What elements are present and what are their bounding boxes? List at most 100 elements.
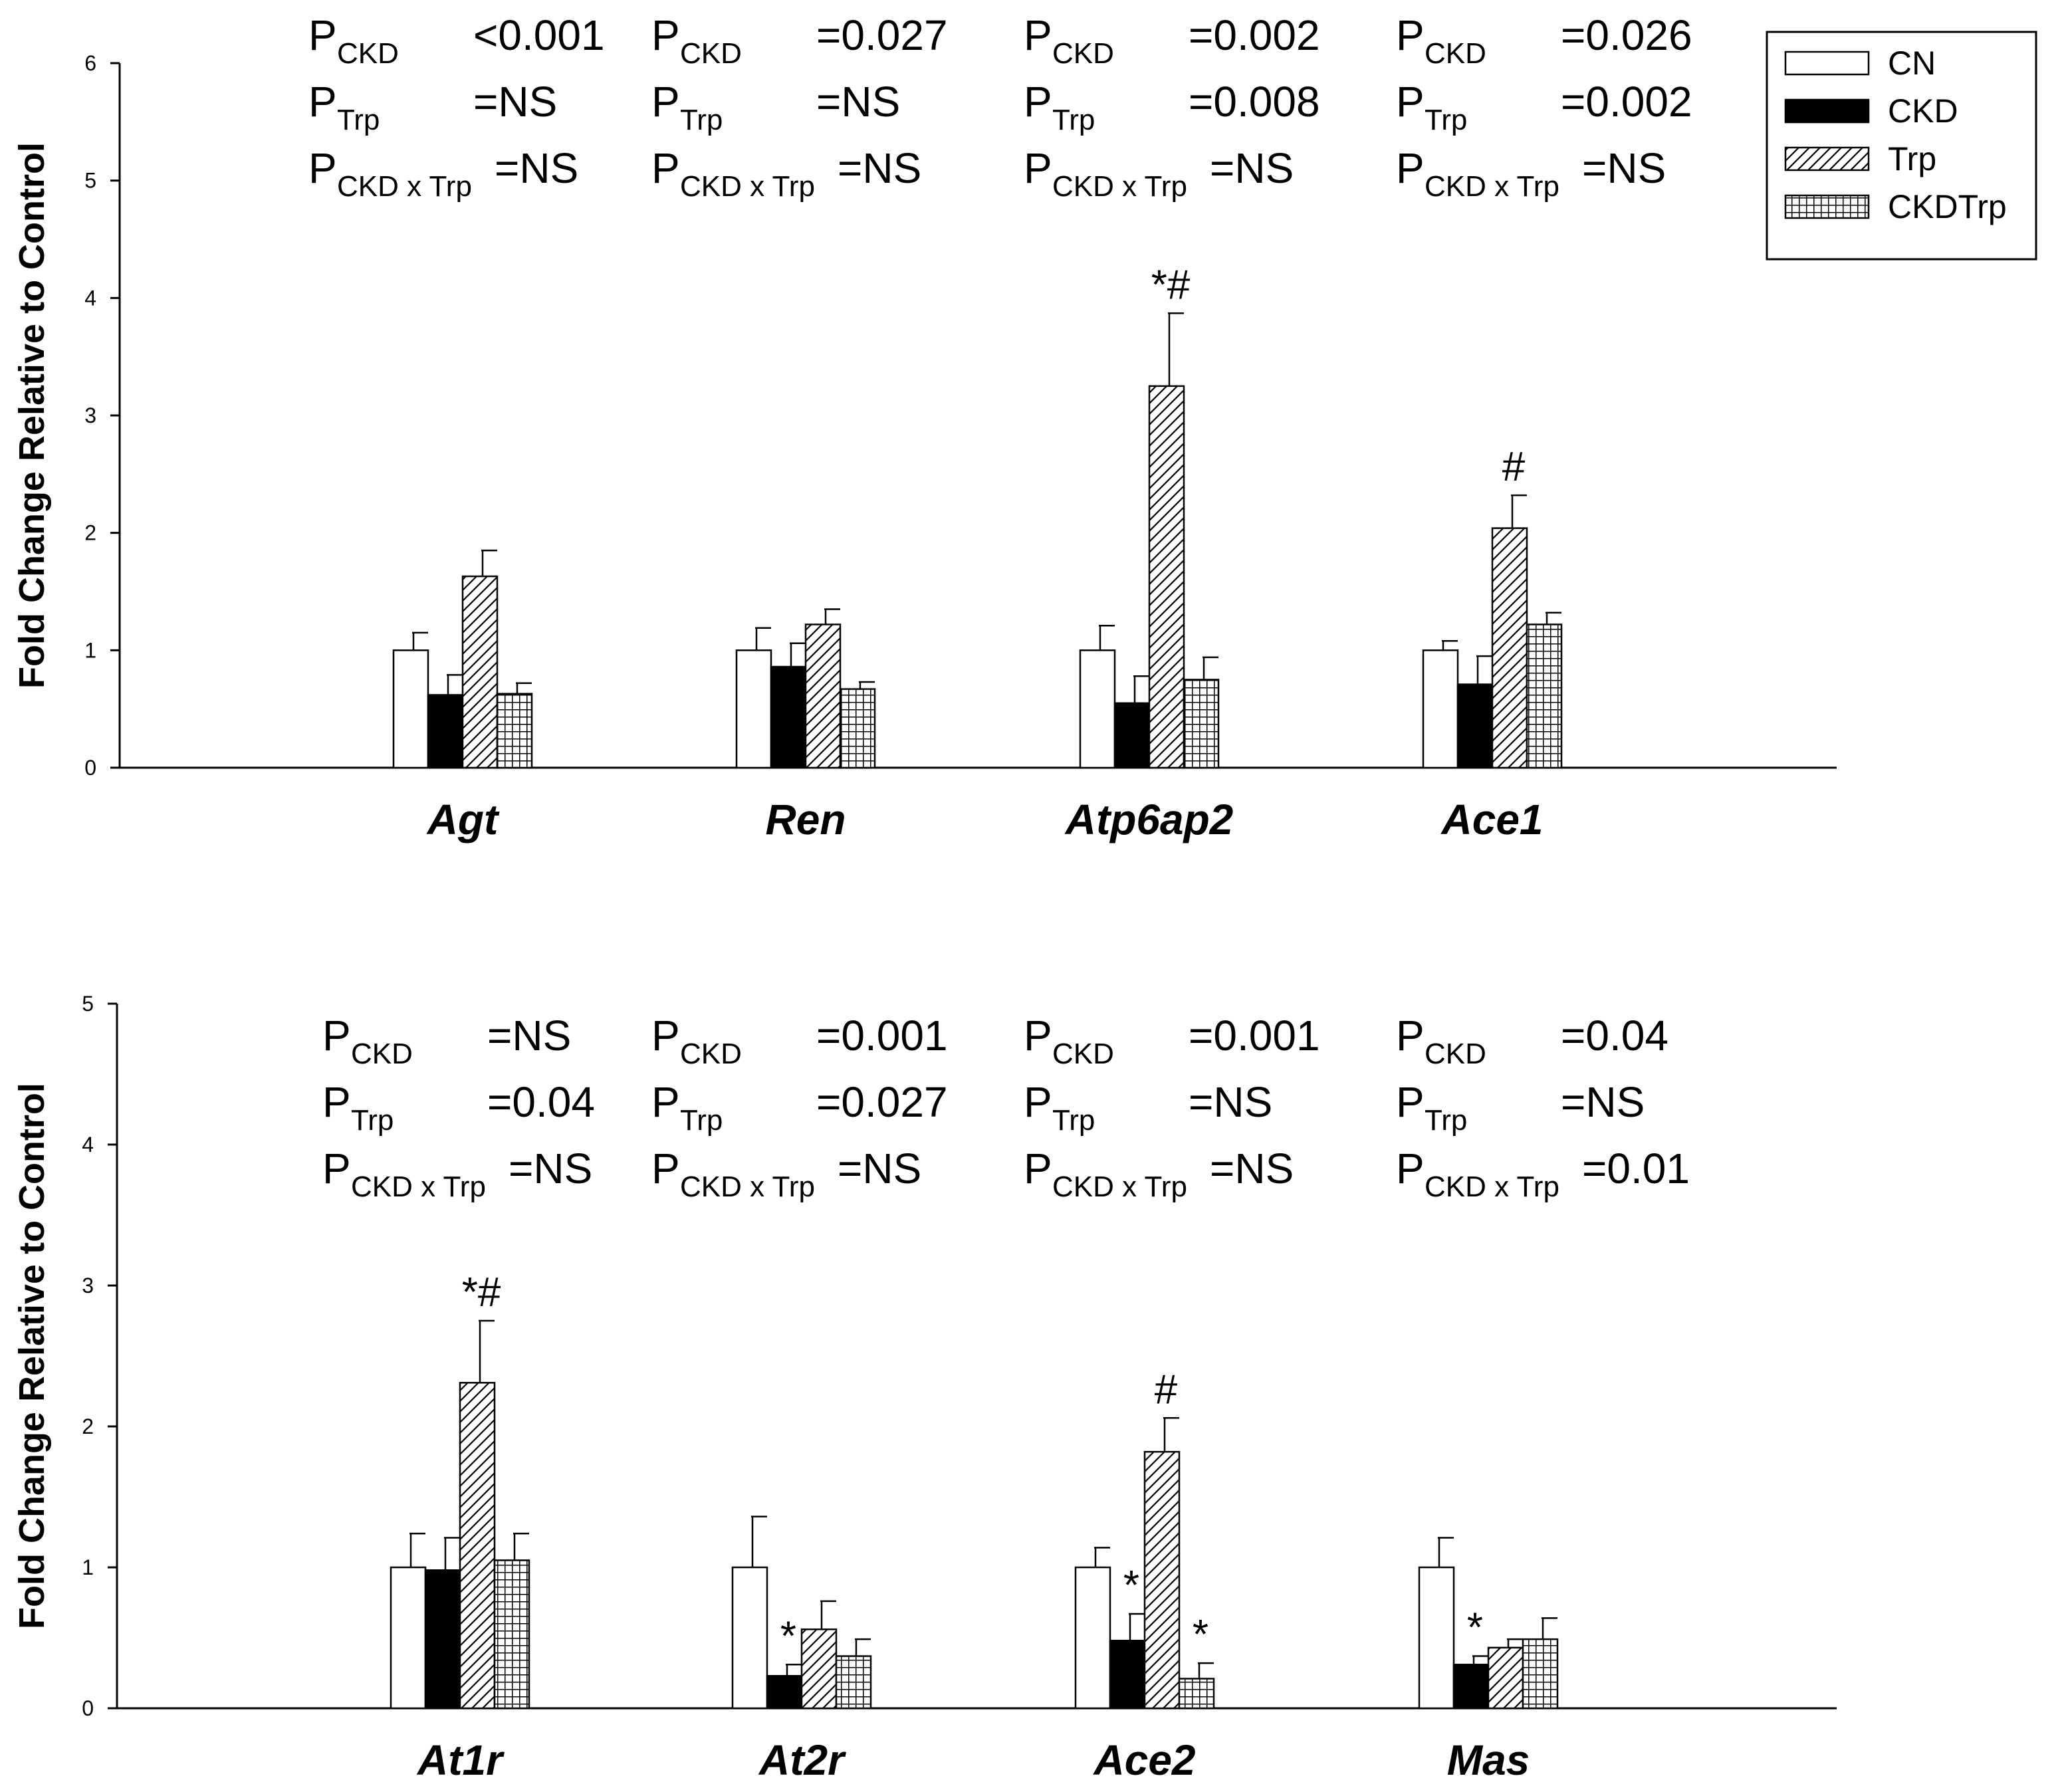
stat-subscript: CKD x Trp bbox=[680, 170, 815, 203]
y-tick-label: 6 bbox=[84, 51, 96, 75]
bar-ckdtrp-ren bbox=[839, 688, 876, 769]
stat-subscript: CKD bbox=[337, 37, 399, 70]
x-category-label: Ace1 bbox=[1440, 796, 1544, 843]
y-tick-label: 3 bbox=[84, 403, 96, 427]
stat-value: =0.04 bbox=[1561, 1012, 1668, 1060]
bar-ckdtrp-ace1 bbox=[1526, 623, 1563, 769]
legend-swatch bbox=[1784, 51, 1870, 76]
bar-cn-agt bbox=[392, 649, 429, 769]
bar-group-ren bbox=[735, 608, 876, 769]
bar-trp-at2r bbox=[800, 1628, 838, 1710]
stat-value: =0.027 bbox=[816, 1078, 948, 1126]
panel-top: 0 1 2 3 4 5 6 Fold Change Relative to Control Ag… bbox=[12, 11, 1837, 843]
bar-cn-mas bbox=[1418, 1566, 1455, 1710]
stat-subscript: Trp bbox=[1425, 1104, 1467, 1137]
stat-subscript: CKD bbox=[1052, 1038, 1114, 1070]
bar-ckdtrp-agt bbox=[496, 693, 533, 769]
stat-value: =NS bbox=[1189, 1078, 1272, 1126]
stat-subscript: CKD x Trp bbox=[351, 1171, 486, 1203]
y-tick-label: 2 bbox=[84, 521, 96, 545]
stat-p-symbol: P bbox=[1024, 1145, 1052, 1192]
stat-p-symbol: P bbox=[1396, 144, 1425, 192]
stat-subscript: CKD bbox=[1425, 1038, 1486, 1070]
stat-p-symbol: P bbox=[1396, 1145, 1425, 1192]
bar-group-at1r bbox=[390, 1319, 530, 1710]
bar-group-atp6ap2 bbox=[1079, 312, 1220, 769]
stat-value: =0.027 bbox=[816, 11, 948, 59]
bar-ckd-atp6ap2 bbox=[1113, 702, 1151, 769]
stat-subscript: Trp bbox=[337, 104, 380, 136]
bar-cn-ren bbox=[735, 649, 772, 769]
stat-value: =0.04 bbox=[487, 1078, 595, 1126]
bar-trp-at1r bbox=[459, 1382, 496, 1710]
stat-p-symbol: P bbox=[651, 1145, 680, 1192]
stat-value: =NS bbox=[495, 144, 578, 192]
stat-p-symbol: P bbox=[651, 11, 680, 59]
bar-ckdtrp-mas bbox=[1522, 1638, 1559, 1710]
stat-subscript: CKD x Trp bbox=[1052, 1171, 1187, 1203]
bar-trp-mas bbox=[1487, 1646, 1524, 1710]
stat-subscript: Trp bbox=[351, 1104, 394, 1137]
bar-ckd-agt bbox=[427, 694, 464, 769]
x-category-label: Atp6ap2 bbox=[1064, 796, 1234, 843]
stat-value: =0.008 bbox=[1189, 78, 1320, 126]
stat-p-symbol: P bbox=[322, 1078, 351, 1126]
stat-subscript: CKD x Trp bbox=[337, 170, 472, 203]
stat-subscript: CKD bbox=[1425, 37, 1486, 70]
legend-label: CN bbox=[1888, 45, 1936, 82]
bar-ckdtrp-atp6ap2 bbox=[1183, 679, 1220, 769]
stat-value: =NS bbox=[838, 144, 921, 192]
stat-value: =NS bbox=[1582, 144, 1666, 192]
y-tick-label: 1 bbox=[84, 638, 96, 662]
stat-p-symbol: P bbox=[1024, 11, 1052, 59]
significance-marker: *# bbox=[1151, 262, 1191, 308]
bar-ckd-at1r bbox=[424, 1569, 461, 1710]
significance-marker: * bbox=[1123, 1563, 1139, 1609]
panels-layer: 0 1 2 3 4 5 6 Fold Change Relative to Control Ag… bbox=[12, 11, 1837, 1784]
stat-value: =NS bbox=[473, 78, 557, 126]
stat-p-symbol: P bbox=[651, 1078, 680, 1126]
legend-label: CKDTrp bbox=[1888, 188, 2007, 225]
stat-value: =0.002 bbox=[1189, 11, 1320, 59]
bar-ckdtrp-at1r bbox=[493, 1559, 530, 1710]
y-axis-label: Fold Change Relative to Control bbox=[12, 142, 52, 689]
bar-trp-agt bbox=[461, 575, 499, 769]
stat-p-symbol: P bbox=[651, 144, 680, 192]
x-category-label: Mas bbox=[1447, 1736, 1530, 1784]
legend-label: CKD bbox=[1888, 92, 1958, 130]
stat-value: <0.001 bbox=[473, 11, 605, 59]
significance-marker: * bbox=[780, 1613, 796, 1659]
y-tick-label: 2 bbox=[82, 1414, 94, 1438]
significance-marker: * bbox=[1467, 1605, 1483, 1651]
legend-entry-ckdtrp: CKDTrp bbox=[1784, 188, 2007, 225]
stat-value: =NS bbox=[509, 1145, 592, 1192]
stat-value: =NS bbox=[1210, 144, 1294, 192]
significance-marker: # bbox=[1155, 1367, 1178, 1412]
stat-p-symbol: P bbox=[322, 1012, 351, 1060]
bar-cn-at1r bbox=[390, 1566, 427, 1710]
y-axis-label: Fold Change Relative to Control bbox=[12, 1083, 52, 1629]
stat-subscript: CKD bbox=[680, 37, 742, 70]
bar-ckdtrp-at2r bbox=[835, 1655, 872, 1710]
stat-value: =NS bbox=[1210, 1145, 1294, 1192]
stat-value: =NS bbox=[1561, 1078, 1645, 1126]
bar-ckd-mas bbox=[1452, 1664, 1490, 1710]
stat-p-symbol: P bbox=[1024, 1012, 1052, 1060]
y-tick-label: 5 bbox=[82, 992, 94, 1016]
stat-p-symbol: P bbox=[651, 1012, 680, 1060]
stat-p-symbol: P bbox=[651, 78, 680, 126]
bar-group-at2r bbox=[731, 1515, 872, 1710]
stat-value: =0.001 bbox=[816, 1012, 948, 1060]
stat-subscript: Trp bbox=[680, 1104, 723, 1137]
y-tick-label: 5 bbox=[84, 169, 96, 193]
stat-subscript: CKD bbox=[351, 1038, 413, 1070]
stat-p-symbol: P bbox=[1024, 78, 1052, 126]
bar-cn-at2r bbox=[731, 1566, 768, 1710]
stat-subscript: Trp bbox=[1425, 104, 1467, 136]
